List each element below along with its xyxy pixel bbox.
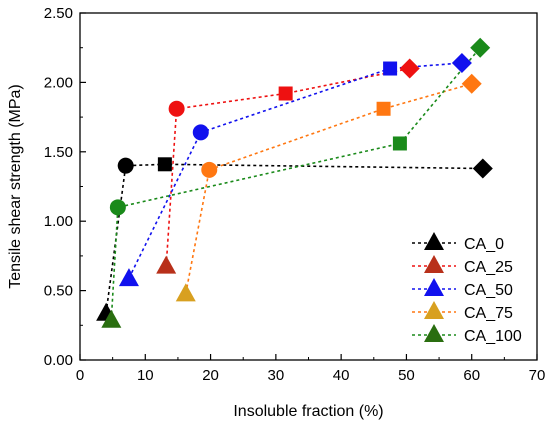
x-axis-title: Insoluble fraction (%) [233,403,383,420]
legend-marker [424,232,444,250]
legend-label: CA_25 [464,259,513,276]
series-line [165,67,410,266]
legend-label: CA_50 [464,282,513,299]
data-point [383,61,398,76]
data-point [461,73,482,94]
data-point [278,86,293,101]
x-tick-label: 20 [202,367,219,384]
legend-marker [424,324,444,342]
legend-item: CA_0 [412,232,504,253]
data-point [117,157,134,174]
data-point [201,161,218,178]
y-tick-label: 0.00 [44,352,73,369]
legend-marker [424,278,444,296]
y-axis: 0.00 0.50 1.00 1.50 2.00 2.50 [44,5,86,369]
x-tick-label: 30 [268,367,285,384]
data-point [168,100,185,117]
legend-item: CA_100 [412,324,522,345]
data-point [157,157,172,172]
y-tick-label: 2.00 [44,74,73,91]
series-markers [96,37,493,328]
x-tick-label: 40 [333,367,350,384]
y-tick-label: 0.50 [44,283,73,300]
series-line [105,163,483,313]
series-lines [105,47,483,320]
legend-item: CA_75 [412,301,513,322]
legend: CA_0 CA_25 CA_50 CA_75 CA_100 [412,232,522,345]
data-point [192,124,209,141]
data-point [175,283,196,302]
legend-marker [424,255,444,273]
data-point [118,268,139,287]
x-tick-label: 10 [137,367,154,384]
series-line [185,83,472,294]
y-tick-label: 2.50 [44,5,73,22]
data-point [156,255,177,274]
legend-label: CA_75 [464,305,513,322]
x-tick-label: 60 [463,367,480,384]
data-point [101,309,122,328]
y-tick-label: 1.50 [44,144,73,161]
legend-item: CA_25 [412,255,513,276]
x-axis: 0 10 20 30 40 50 60 70 [76,354,546,384]
data-point [109,199,126,216]
series-line [128,62,462,279]
series-line [110,47,481,320]
x-tick-label: 70 [529,367,546,384]
y-axis-title: Tensile shear strength (MPa) [7,84,24,289]
plot-area: 0 10 20 30 40 50 60 70 0.00 0.50 1.00 1.50 2.00 2.50 [44,5,546,384]
data-point [399,58,420,79]
data-point [376,101,391,116]
legend-label: CA_100 [464,328,522,345]
data-point [451,52,472,73]
legend-label: CA_0 [464,236,504,253]
legend-item: CA_50 [412,278,513,299]
data-point [472,158,493,179]
data-point [392,136,407,151]
y-tick-label: 1.00 [44,213,73,230]
x-tick-label: 50 [398,367,415,384]
x-tick-label: 0 [76,367,84,384]
legend-marker [424,301,444,319]
data-point [470,37,491,58]
